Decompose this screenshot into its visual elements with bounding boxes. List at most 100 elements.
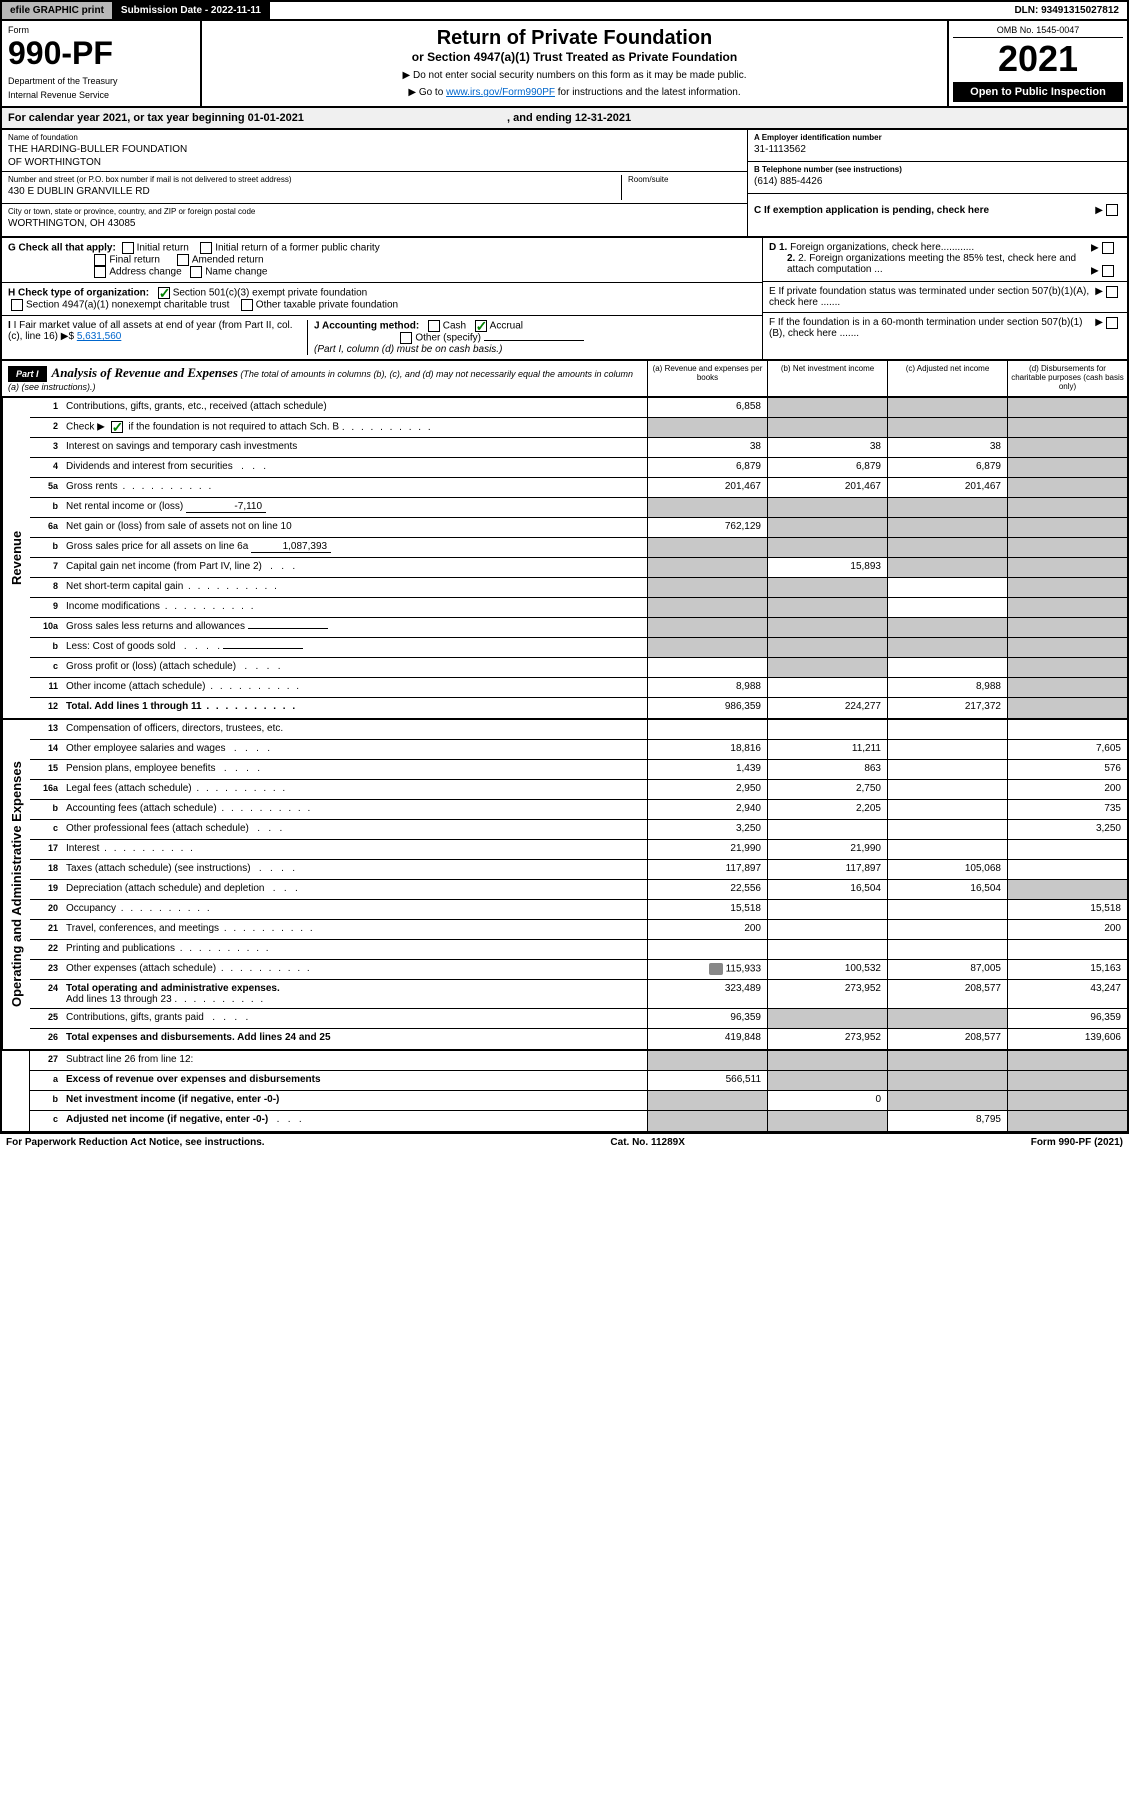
name-change-checkbox[interactable]: [190, 266, 202, 278]
checks-left: G Check all that apply: Initial return I…: [2, 238, 762, 359]
form-number: 990-PF: [8, 35, 194, 72]
e-checkbox[interactable]: [1106, 286, 1118, 298]
row-22: 22Printing and publications: [30, 940, 1127, 960]
foundation-name-label: Name of foundation: [8, 133, 741, 142]
exemption-label: C If exemption application is pending, c…: [754, 205, 1095, 216]
i-label: I Fair market value of all assets at end…: [8, 320, 293, 342]
col-d-header: (d) Disbursements for charitable purpose…: [1007, 361, 1127, 396]
exemption-checkbox[interactable]: [1106, 204, 1118, 216]
d-row: D 1. Foreign organizations, check here..…: [763, 238, 1127, 282]
final-return-label: Final return: [109, 255, 160, 266]
expenses-table: Operating and Administrative Expenses 13…: [0, 720, 1129, 1051]
info-grid: Name of foundation THE HARDING-BULLER FO…: [0, 130, 1129, 238]
part1-title-cell: Part I Analysis of Revenue and Expenses …: [2, 361, 647, 396]
501c3-checkbox[interactable]: [158, 287, 170, 299]
schb-checkbox[interactable]: [111, 421, 123, 433]
initial-return-label: Initial return: [137, 243, 189, 254]
city-value: WORTHINGTON, OH 43085: [8, 216, 741, 229]
amended-checkbox[interactable]: [177, 254, 189, 266]
arrow-icon: ▶: [1095, 205, 1103, 216]
goto-post: for instructions and the latest informat…: [555, 87, 741, 98]
goto-pre: ▶ Go to: [408, 87, 446, 98]
row-9: 9Income modifications: [30, 598, 1127, 618]
row-16a: 16aLegal fees (attach schedule)2,9502,75…: [30, 780, 1127, 800]
row27-table: 27Subtract line 26 from line 12: aExcess…: [0, 1051, 1129, 1133]
phone-label: B Telephone number (see instructions): [754, 165, 1121, 174]
attachment-icon[interactable]: [709, 963, 723, 975]
checks-section: G Check all that apply: Initial return I…: [0, 238, 1129, 361]
d2-checkbox[interactable]: [1102, 265, 1114, 277]
row-4: 4Dividends and interest from securities …: [30, 458, 1127, 478]
dept-irs: Internal Revenue Service: [8, 90, 194, 100]
footer-left: For Paperwork Reduction Act Notice, see …: [6, 1137, 265, 1148]
j-label: J Accounting method:: [314, 321, 419, 332]
form-header-left: Form 990-PF Department of the Treasury I…: [2, 21, 202, 106]
initial-return-checkbox[interactable]: [122, 242, 134, 254]
omb-number: OMB No. 1545-0047: [953, 25, 1123, 38]
foundation-name-row: Name of foundation THE HARDING-BULLER FO…: [2, 130, 747, 172]
dln-label: DLN:: [1014, 5, 1041, 16]
other-method-label: Other (specify): [415, 333, 481, 344]
initial-former-checkbox[interactable]: [200, 242, 212, 254]
part1-label: Part I: [8, 366, 47, 382]
row-12: 12Total. Add lines 1 through 11986,35922…: [30, 698, 1127, 718]
calyear-mid: , and ending: [507, 112, 575, 124]
h-label: H Check type of organization:: [8, 288, 149, 299]
f-checkbox[interactable]: [1106, 317, 1118, 329]
g-label: G Check all that apply:: [8, 243, 116, 254]
row-10c: cGross profit or (loss) (attach schedule…: [30, 658, 1127, 678]
ein-label: A Employer identification number: [754, 133, 1121, 142]
dln-value: 93491315027812: [1041, 5, 1119, 16]
row-27: 27Subtract line 26 from line 12:: [30, 1051, 1127, 1071]
fmv-value[interactable]: 5,631,560: [77, 331, 122, 342]
row-6b: bGross sales price for all assets on lin…: [30, 538, 1127, 558]
row-17: 17Interest21,99021,990: [30, 840, 1127, 860]
tax-year: 2021: [953, 38, 1123, 80]
revenue-body: 1Contributions, gifts, grants, etc., rec…: [30, 398, 1127, 718]
checks-right: D 1. Foreign organizations, check here..…: [762, 238, 1127, 359]
footer: For Paperwork Reduction Act Notice, see …: [0, 1133, 1129, 1151]
public-inspection: Open to Public Inspection: [953, 82, 1123, 102]
ssn-note: ▶ Do not enter social security numbers o…: [208, 70, 941, 81]
address-change-label: Address change: [109, 267, 181, 278]
footer-right: Form 990-PF (2021): [1031, 1137, 1123, 1148]
row27-spacer: [2, 1051, 30, 1131]
501c3-label: Section 501(c)(3) exempt private foundat…: [173, 288, 368, 299]
row-27c: cAdjusted net income (if negative, enter…: [30, 1111, 1127, 1131]
info-right: A Employer identification number 31-1113…: [747, 130, 1127, 236]
address-row: Number and street (or P.O. box number if…: [2, 172, 747, 204]
row-3: 3Interest on savings and temporary cash …: [30, 438, 1127, 458]
city-label: City or town, state or province, country…: [8, 207, 741, 216]
cash-label: Cash: [443, 321, 466, 332]
revenue-side-label: Revenue: [2, 398, 30, 718]
d1-checkbox[interactable]: [1102, 242, 1114, 254]
row-27b: bNet investment income (if negative, ent…: [30, 1091, 1127, 1111]
cash-checkbox[interactable]: [428, 320, 440, 332]
col-c-header: (c) Adjusted net income: [887, 361, 1007, 396]
efile-print-button[interactable]: efile GRAPHIC print: [2, 2, 113, 19]
row-25: 25Contributions, gifts, grants paid . . …: [30, 1009, 1127, 1029]
final-return-checkbox[interactable]: [94, 254, 106, 266]
form-header-center: Return of Private Foundation or Section …: [202, 21, 947, 106]
row-27a: aExcess of revenue over expenses and dis…: [30, 1071, 1127, 1091]
row-1: 1Contributions, gifts, grants, etc., rec…: [30, 398, 1127, 418]
address-change-checkbox[interactable]: [94, 266, 106, 278]
other-method-checkbox[interactable]: [400, 332, 412, 344]
submission-date-label: Submission Date -: [121, 5, 211, 16]
form-header: Form 990-PF Department of the Treasury I…: [0, 21, 1129, 108]
accrual-checkbox[interactable]: [475, 320, 487, 332]
d2-label: 2. Foreign organizations meeting the 85%…: [787, 253, 1076, 275]
4947-checkbox[interactable]: [11, 299, 23, 311]
col-a-header: (a) Revenue and expenses per books: [647, 361, 767, 396]
initial-former-label: Initial return of a former public charit…: [215, 243, 380, 254]
goto-note: ▶ Go to www.irs.gov/Form990PF for instru…: [208, 87, 941, 98]
other-taxable-checkbox[interactable]: [241, 299, 253, 311]
footer-mid: Cat. No. 11289X: [610, 1137, 684, 1148]
city-row: City or town, state or province, country…: [2, 204, 747, 236]
form-link[interactable]: www.irs.gov/Form990PF: [446, 87, 555, 98]
accrual-label: Accrual: [490, 321, 523, 332]
f-label: F If the foundation is in a 60-month ter…: [769, 317, 1095, 339]
foundation-name-1: THE HARDING-BULLER FOUNDATION: [8, 142, 741, 155]
dln: DLN: 93491315027812: [1006, 2, 1127, 19]
expenses-side-label: Operating and Administrative Expenses: [2, 720, 30, 1049]
